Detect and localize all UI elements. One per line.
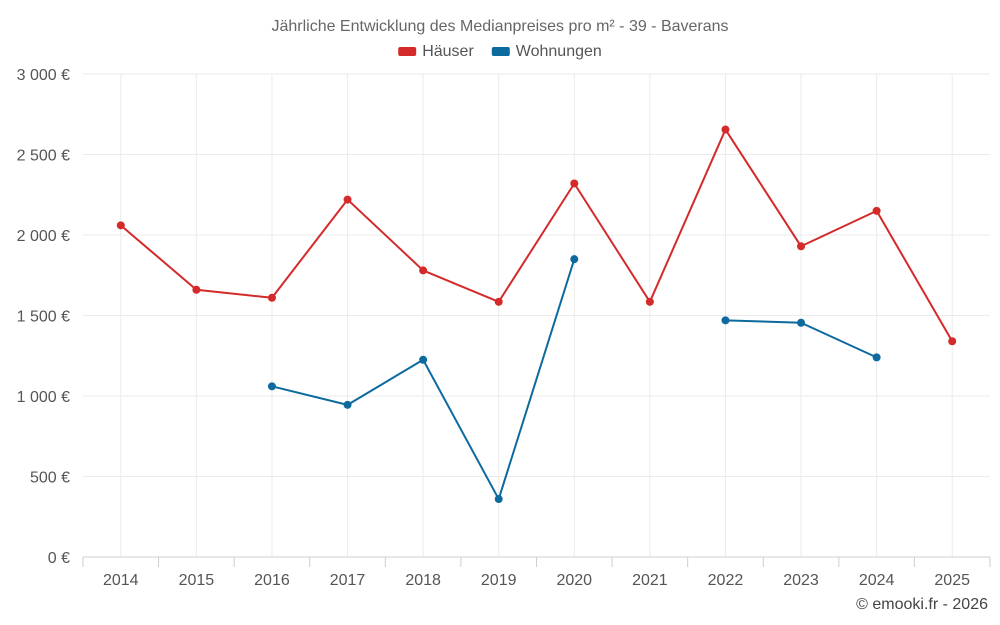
y-tick-label: 2 000 € bbox=[17, 228, 70, 245]
series-layer bbox=[116, 125, 957, 504]
data-point[interactable] bbox=[343, 195, 352, 204]
legend-swatch bbox=[491, 47, 510, 56]
y-tick-label: 2 500 € bbox=[17, 148, 70, 165]
x-tick-label: 2025 bbox=[934, 572, 970, 589]
y-tick-label: 0 € bbox=[48, 550, 70, 567]
data-point[interactable] bbox=[948, 337, 957, 346]
chart-title: Jährliche Entwicklung des Medianpreises … bbox=[271, 18, 728, 35]
data-point[interactable] bbox=[645, 297, 654, 306]
legend-item[interactable]: Wohnungen bbox=[491, 43, 602, 60]
x-tick-label: 2019 bbox=[481, 572, 517, 589]
x-tick-label: 2014 bbox=[103, 572, 139, 589]
data-point[interactable] bbox=[872, 353, 881, 362]
y-tick-label: 1 500 € bbox=[17, 309, 70, 326]
x-tick-label: 2021 bbox=[632, 572, 668, 589]
data-point[interactable] bbox=[570, 179, 579, 188]
data-point[interactable] bbox=[267, 382, 276, 391]
y-tick-label: 3 000 € bbox=[17, 67, 70, 84]
data-point[interactable] bbox=[721, 125, 730, 134]
data-point[interactable] bbox=[419, 266, 428, 275]
data-point[interactable] bbox=[192, 285, 201, 294]
data-point[interactable] bbox=[419, 355, 428, 364]
y-axis: 0 € 500 € 1 000 € 1 500 € 2 000 € 2 500 € 3 00… bbox=[17, 67, 70, 567]
legend-label: Wohnungen bbox=[516, 43, 602, 60]
x-tick-label: 2022 bbox=[708, 572, 744, 589]
data-point[interactable] bbox=[872, 206, 881, 215]
data-point[interactable] bbox=[797, 318, 806, 327]
x-tick-label: 2024 bbox=[859, 572, 895, 589]
x-tick-label: 2017 bbox=[330, 572, 366, 589]
series-häuser bbox=[116, 125, 957, 346]
x-tick-label: 2023 bbox=[783, 572, 819, 589]
data-point[interactable] bbox=[797, 242, 806, 251]
series-line bbox=[120, 128, 954, 342]
grid bbox=[83, 73, 990, 557]
x-axis: 2014 2015 2016 2017 2018 2019 2020 2021 2022 2023… bbox=[82, 556, 991, 589]
data-point[interactable] bbox=[721, 316, 730, 325]
data-point[interactable] bbox=[494, 495, 503, 504]
data-point[interactable] bbox=[116, 221, 125, 230]
x-tick-label: 2020 bbox=[556, 572, 592, 589]
credit-text: © emooki.fr - 2026 bbox=[856, 596, 988, 613]
data-point[interactable] bbox=[343, 400, 352, 409]
y-tick-label: 500 € bbox=[30, 470, 70, 487]
legend-label: Häuser bbox=[422, 43, 474, 60]
x-tick-label: 2018 bbox=[405, 572, 441, 589]
x-tick-label: 2016 bbox=[254, 572, 290, 589]
series-wohnungen bbox=[267, 255, 881, 504]
data-point[interactable] bbox=[267, 293, 276, 302]
data-point[interactable] bbox=[494, 297, 503, 306]
data-point[interactable] bbox=[570, 255, 579, 264]
x-tick-label: 2015 bbox=[179, 572, 215, 589]
legend-item[interactable]: Häuser bbox=[398, 43, 474, 60]
legend-swatch bbox=[398, 47, 417, 56]
legend: Häuser Wohnungen bbox=[398, 43, 602, 60]
y-tick-label: 1 000 € bbox=[17, 389, 70, 406]
